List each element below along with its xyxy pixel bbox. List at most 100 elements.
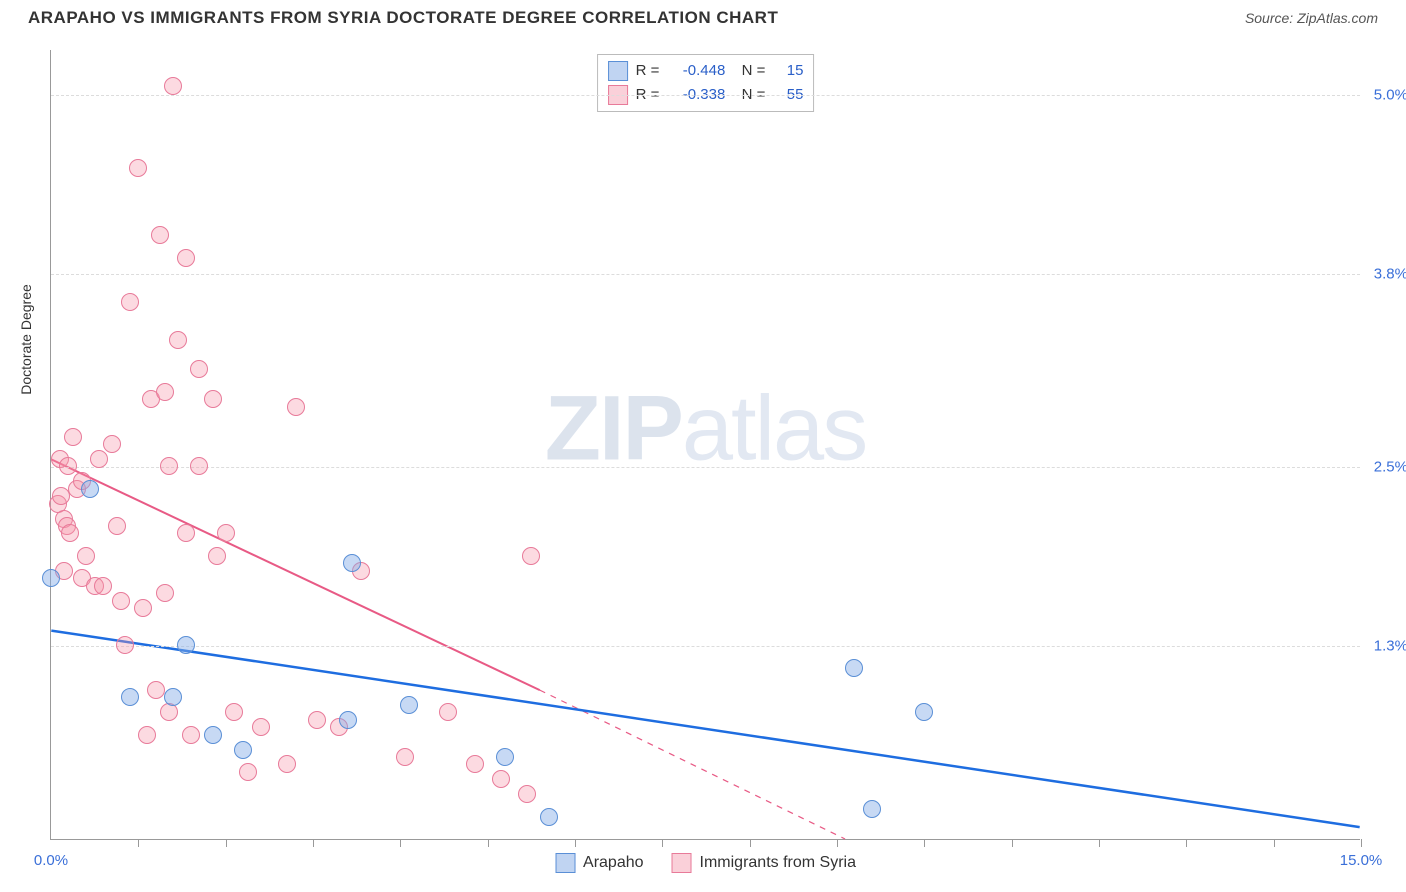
arapaho-swatch — [608, 61, 628, 81]
syria-point — [112, 592, 130, 610]
arapaho-point — [915, 703, 933, 721]
trend-line — [540, 690, 845, 839]
arapaho-point — [121, 688, 139, 706]
syria-point — [492, 770, 510, 788]
syria-point — [129, 159, 147, 177]
x-tick — [138, 839, 139, 847]
x-tick — [400, 839, 401, 847]
arapaho-swatch — [555, 853, 575, 873]
syria-point — [94, 577, 112, 595]
x-tick — [1186, 839, 1187, 847]
y-tick-label: 2.5% — [1374, 459, 1406, 476]
syria-point — [518, 785, 536, 803]
arapaho-legend-label: Arapaho — [583, 854, 644, 872]
syria-point — [116, 636, 134, 654]
arapaho-n-value: 15 — [773, 59, 803, 83]
x-tick-label: 15.0% — [1340, 852, 1383, 869]
syria-point — [208, 547, 226, 565]
arapaho-point — [81, 480, 99, 498]
x-tick — [1361, 839, 1362, 847]
syria-point — [169, 331, 187, 349]
source-attribution: Source: ZipAtlas.com — [1245, 10, 1378, 26]
series-legend: Arapaho Immigrants from Syria — [555, 853, 856, 873]
syria-point — [59, 457, 77, 475]
x-tick — [837, 839, 838, 847]
syria-point — [177, 524, 195, 542]
syria-point — [177, 249, 195, 267]
x-tick — [1274, 839, 1275, 847]
x-tick — [1012, 839, 1013, 847]
syria-point — [164, 77, 182, 95]
legend-item-arapaho: Arapaho — [555, 853, 644, 873]
syria-point — [103, 435, 121, 453]
arapaho-point — [845, 659, 863, 677]
syria-point — [108, 517, 126, 535]
x-tick-label: 0.0% — [34, 852, 68, 869]
arapaho-point — [42, 569, 60, 587]
syria-point — [77, 547, 95, 565]
x-tick — [488, 839, 489, 847]
syria-point — [151, 226, 169, 244]
arapaho-point — [177, 636, 195, 654]
arapaho-point — [540, 808, 558, 826]
syria-point — [156, 584, 174, 602]
syria-point — [217, 524, 235, 542]
x-tick — [575, 839, 576, 847]
arapaho-point — [496, 748, 514, 766]
trend-line — [51, 631, 1359, 828]
syria-point — [204, 390, 222, 408]
syria-point — [190, 457, 208, 475]
n-label: N = — [733, 59, 765, 83]
grid-line — [51, 467, 1360, 468]
syria-point — [252, 718, 270, 736]
syria-point — [466, 755, 484, 773]
stats-legend: R = -0.448 N = 15 R = -0.338 N = 55 — [597, 54, 815, 112]
x-tick — [226, 839, 227, 847]
syria-point — [90, 450, 108, 468]
syria-point — [182, 726, 200, 744]
arapaho-point — [234, 741, 252, 759]
syria-point — [287, 398, 305, 416]
syria-point — [239, 763, 257, 781]
legend-item-syria: Immigrants from Syria — [672, 853, 856, 873]
x-tick — [1099, 839, 1100, 847]
syria-point — [121, 293, 139, 311]
y-tick-label: 3.8% — [1374, 265, 1406, 282]
arapaho-point — [400, 696, 418, 714]
arapaho-point — [204, 726, 222, 744]
arapaho-point — [164, 688, 182, 706]
arapaho-point — [343, 554, 361, 572]
x-tick — [313, 839, 314, 847]
syria-point — [147, 681, 165, 699]
syria-point — [278, 755, 296, 773]
syria-point — [522, 547, 540, 565]
syria-point — [160, 457, 178, 475]
syria-legend-label: Immigrants from Syria — [700, 854, 856, 872]
syria-swatch — [672, 853, 692, 873]
syria-point — [156, 383, 174, 401]
syria-point — [134, 599, 152, 617]
grid-line — [51, 646, 1360, 647]
x-tick — [750, 839, 751, 847]
syria-point — [61, 524, 79, 542]
syria-point — [439, 703, 457, 721]
trend-lines-layer — [51, 50, 1360, 839]
trend-line — [51, 459, 539, 690]
y-axis-title: Doctorate Degree — [18, 284, 34, 395]
scatter-chart-area: ZIPatlas R = -0.448 N = 15 R = -0.338 N … — [50, 50, 1360, 840]
stats-row-arapaho: R = -0.448 N = 15 — [608, 59, 804, 83]
y-tick-label: 5.0% — [1374, 86, 1406, 103]
chart-title: ARAPAHO VS IMMIGRANTS FROM SYRIA DOCTORA… — [28, 8, 778, 28]
arapaho-point — [863, 800, 881, 818]
r-label: R = — [636, 59, 660, 83]
syria-point — [64, 428, 82, 446]
syria-point — [190, 360, 208, 378]
y-tick-label: 1.3% — [1374, 638, 1406, 655]
syria-point — [396, 748, 414, 766]
syria-point — [138, 726, 156, 744]
x-tick — [924, 839, 925, 847]
syria-point — [308, 711, 326, 729]
grid-line — [51, 95, 1360, 96]
syria-point — [225, 703, 243, 721]
grid-line — [51, 274, 1360, 275]
